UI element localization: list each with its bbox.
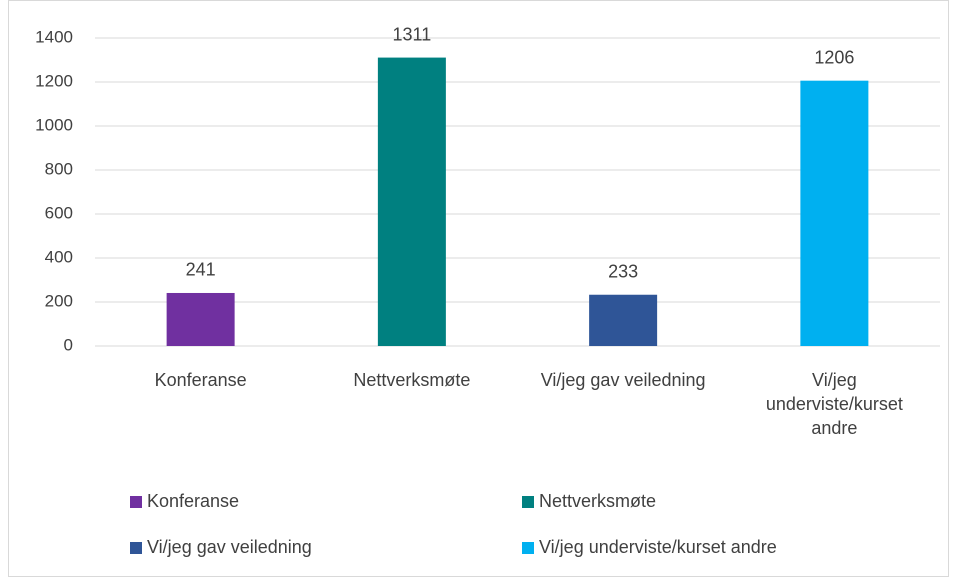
- data-label: 233: [608, 261, 638, 281]
- y-tick-label: 600: [45, 203, 73, 222]
- legend-label: Nettverksmøte: [539, 491, 656, 511]
- y-tick-label: 1200: [35, 71, 73, 90]
- legend-swatch: [130, 496, 142, 508]
- data-label: 241: [186, 260, 216, 280]
- bar: [589, 294, 658, 346]
- bar: [377, 57, 446, 346]
- y-tick-label: 1400: [35, 27, 73, 46]
- x-tick-label: Vi/jeg gav veiledning: [540, 370, 706, 390]
- legend-swatch: [522, 542, 534, 554]
- bar: [166, 292, 235, 346]
- chart-border: [8, 0, 949, 577]
- x-tick-label: Konferanse: [154, 370, 247, 390]
- x-tick-label: Vi/jeg underviste/kurset andre: [765, 370, 903, 438]
- bar: [800, 80, 869, 347]
- legend-label: Vi/jeg underviste/kurset andre: [539, 537, 777, 557]
- y-tick-label: 800: [45, 159, 73, 178]
- legend-label: Konferanse: [147, 491, 239, 511]
- y-tick-label: 1000: [35, 115, 73, 134]
- data-label: 1311: [393, 24, 432, 44]
- x-tick-label: Nettverksmøte: [353, 370, 471, 390]
- y-tick-label: 200: [45, 291, 73, 310]
- legend-swatch: [522, 496, 534, 508]
- y-tick-label: 0: [64, 335, 73, 354]
- legend-swatch: [130, 542, 142, 554]
- y-tick-label: 400: [45, 247, 73, 266]
- data-label: 1206: [814, 47, 854, 67]
- legend-label: Vi/jeg gav veiledning: [147, 537, 312, 557]
